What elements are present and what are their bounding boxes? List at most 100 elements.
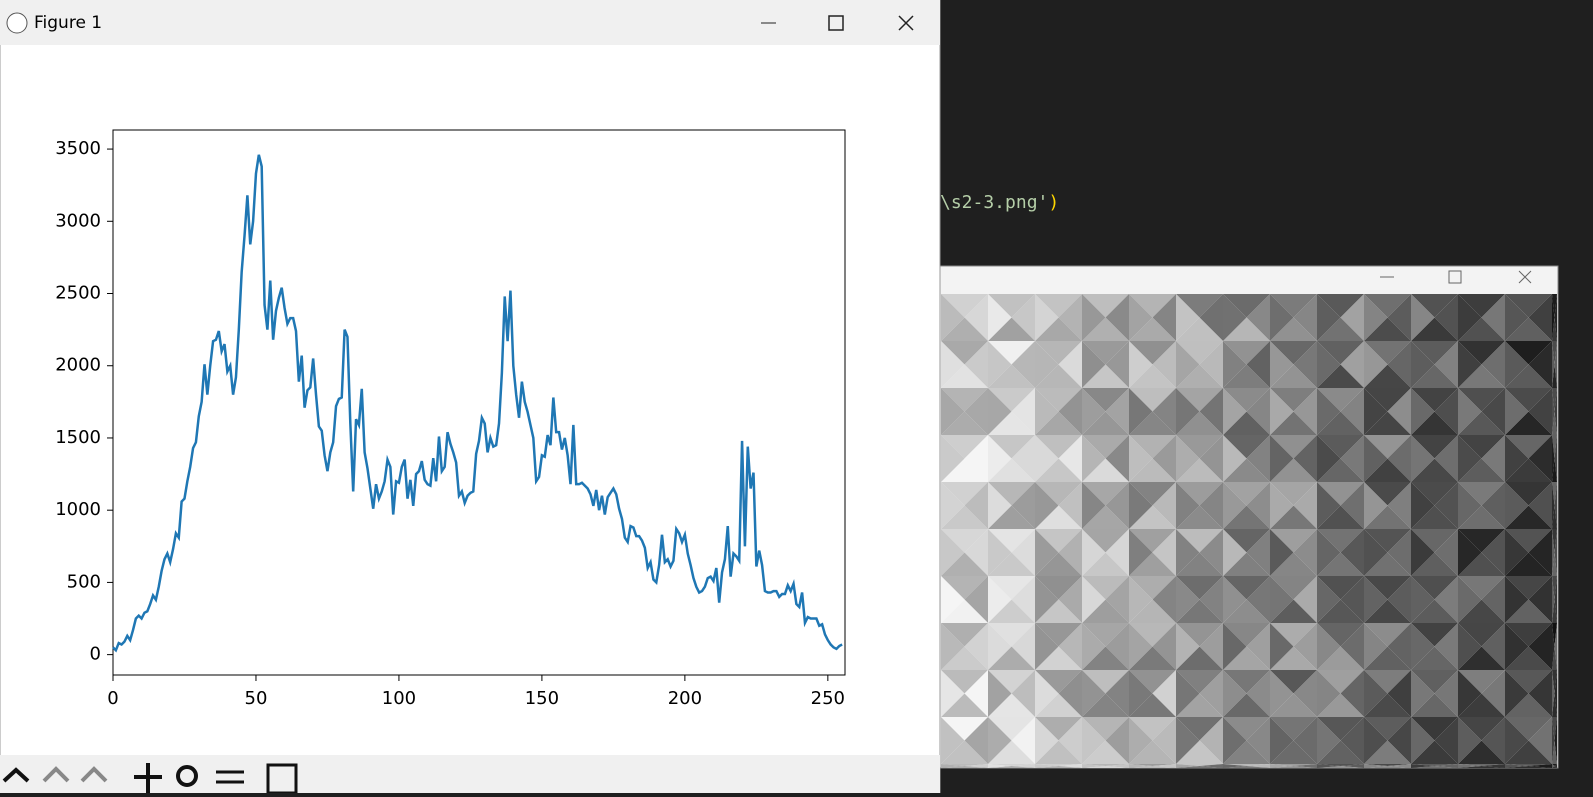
image-tile	[964, 576, 988, 623]
back-button[interactable]	[42, 766, 70, 783]
title-bar	[0, 0, 940, 45]
image-tile	[1223, 717, 1247, 764]
image-tile	[1152, 482, 1176, 529]
image-tile	[1176, 623, 1200, 670]
image-tile	[1505, 317, 1552, 341]
image-tile	[1505, 717, 1552, 741]
image-tile	[1035, 294, 1082, 318]
image-tile	[1317, 364, 1364, 388]
image-tile	[941, 670, 965, 717]
image-tile	[1270, 482, 1317, 506]
image-tile	[1552, 670, 1557, 694]
image-tile	[1223, 482, 1247, 529]
image-tile	[1176, 576, 1223, 600]
image-tile	[1387, 529, 1411, 576]
image-tile	[1458, 435, 1482, 482]
image-tile	[1176, 482, 1200, 529]
image-tile	[1528, 576, 1552, 623]
image-tile	[1270, 552, 1317, 576]
image-tile	[988, 317, 1035, 341]
image-tile	[1058, 482, 1082, 529]
image-tile	[1364, 341, 1388, 388]
image-tile	[1176, 576, 1200, 623]
image-tile	[1528, 341, 1552, 388]
image-tile	[1176, 364, 1223, 388]
image-tile	[1528, 670, 1552, 717]
image-tile	[1176, 623, 1223, 647]
image-tile	[1105, 529, 1129, 576]
image-tile	[1246, 670, 1270, 717]
image-tile	[1129, 294, 1153, 341]
image-tile	[1129, 740, 1176, 764]
image-tile	[1035, 717, 1059, 764]
image-tile	[1035, 411, 1082, 435]
image-tile	[1458, 599, 1505, 623]
image-tile	[1223, 599, 1270, 623]
image-tile	[941, 623, 988, 647]
maximize-button[interactable]	[1448, 270, 1462, 284]
image-tile	[1364, 717, 1411, 741]
pan-button[interactable]	[134, 763, 162, 793]
image-tile	[1458, 623, 1482, 670]
image-tile	[1223, 364, 1270, 388]
image-tile	[1317, 388, 1341, 435]
image-tile	[1129, 599, 1176, 623]
image-tile	[1552, 599, 1557, 623]
image-tile	[941, 411, 988, 435]
image-tile	[1223, 670, 1270, 694]
image-tile	[1505, 435, 1529, 482]
image-tile	[1223, 388, 1247, 435]
code-paren: )	[1048, 192, 1059, 213]
home-button[interactable]	[2, 767, 30, 783]
y-tick-label: 2500	[55, 283, 101, 304]
image-tile	[1552, 576, 1555, 623]
image-tile	[1552, 646, 1557, 670]
image-tile	[1505, 670, 1552, 694]
image-tile	[1364, 717, 1388, 764]
image-tile	[988, 435, 1012, 482]
image-tile	[1270, 717, 1294, 764]
image-tile	[1035, 341, 1059, 388]
x-tick-label: 150	[525, 688, 559, 709]
image-tile	[1129, 435, 1153, 482]
image-tile	[1364, 623, 1388, 670]
image-tile	[1011, 482, 1035, 529]
image-tile	[1458, 646, 1505, 670]
image-tile	[1458, 482, 1505, 506]
image-tile	[988, 552, 1035, 576]
image-tile	[1364, 764, 1388, 768]
image-tile	[1458, 411, 1505, 435]
image-tile	[1129, 717, 1153, 764]
image-tile	[1035, 717, 1082, 741]
image-tile	[1458, 341, 1505, 365]
toolbar	[0, 755, 940, 793]
close-button[interactable]	[1518, 270, 1532, 284]
image-tile	[1176, 529, 1223, 553]
image-tile	[1058, 388, 1082, 435]
image-tile	[1129, 670, 1176, 694]
image-tile	[1411, 670, 1435, 717]
maximize-button[interactable]	[828, 15, 844, 31]
image-tile	[941, 294, 965, 341]
image-tile	[1223, 435, 1247, 482]
image-tile	[1082, 435, 1106, 482]
image-tile	[1481, 341, 1505, 388]
forward-button[interactable]	[80, 766, 108, 783]
image-tile	[1364, 529, 1388, 576]
image-tile	[1411, 294, 1458, 318]
image-tile	[1082, 599, 1129, 623]
image-tile	[1035, 529, 1082, 553]
image-tile	[1411, 576, 1435, 623]
zoom-button[interactable]	[176, 765, 198, 787]
image-tile	[1481, 294, 1505, 341]
image-tile	[1293, 529, 1317, 576]
configure-button[interactable]	[216, 770, 244, 784]
image-tile	[1552, 388, 1555, 435]
image-tile	[1011, 294, 1035, 341]
image-tile	[1176, 458, 1223, 482]
image-tile	[1505, 623, 1552, 647]
image-tile	[1223, 764, 1247, 768]
image-tile	[1129, 764, 1153, 768]
close-button[interactable]	[898, 15, 914, 31]
image-tile	[1411, 576, 1458, 600]
